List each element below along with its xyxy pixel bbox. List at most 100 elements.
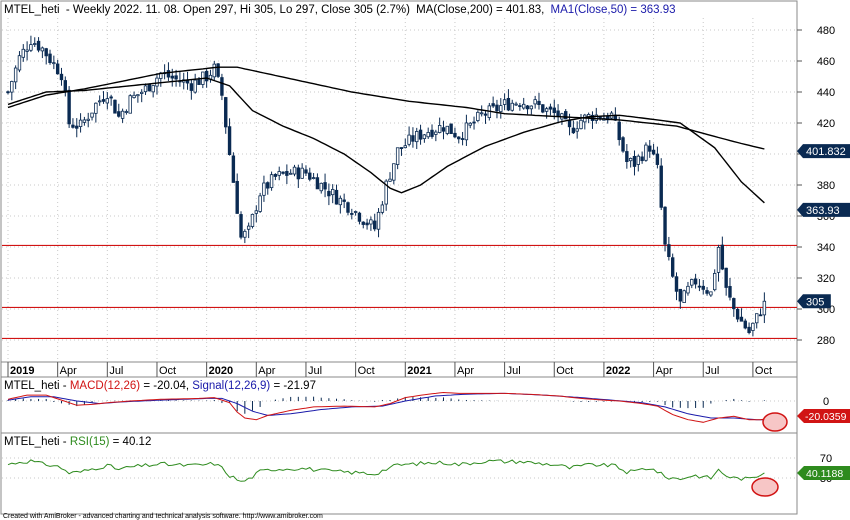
candle-body [373,220,377,230]
rsi-title: MTEL_heti - RSI(15) = 40.12 [4,436,151,448]
candle-body [567,119,572,128]
candle-body [430,129,434,137]
candle-body [434,131,438,135]
candle-body [644,144,648,161]
candle-body [246,225,251,230]
candle-body [514,103,518,106]
candle-body [266,182,270,189]
candle-body [86,118,90,121]
date-tick-label: Apr [60,365,77,377]
candle-body [697,285,702,288]
candle-body [388,178,392,182]
date-tick-label: Jul [507,365,521,377]
date-tick-label: Jul [109,365,123,377]
candle-body [751,322,755,331]
price-candles [6,35,767,337]
candle-body [735,308,740,320]
candle-body [52,62,56,65]
candle-body [90,112,94,118]
candle-body [170,75,174,79]
candle-body [117,111,121,117]
candle-body [506,97,511,111]
candle-body [292,166,297,175]
candle-body [720,244,725,270]
price-badge-label: 305 [806,296,824,308]
candle-body [411,135,415,142]
candle-body [235,180,239,214]
candle-body [346,202,350,213]
candle-body [220,77,224,96]
date-tick-label: 2021 [407,365,431,377]
candle-body [380,204,385,213]
candle-body [755,313,759,324]
quote-label: - Weekly 2022. 11. 08. Open 297, Hi 305,… [66,4,410,16]
candle-body [304,169,308,174]
candle-body [82,119,87,123]
candle-body [552,107,556,114]
candle-body [75,125,79,129]
candle-body [365,222,369,226]
candle-body [693,278,698,285]
candle-body [17,55,22,71]
rsi-grid [2,457,797,479]
candle-body [101,99,106,102]
candle-body [224,97,228,128]
candle-body [227,126,232,156]
candle-body [594,114,598,121]
candle-body [525,105,530,110]
candle-body [300,167,304,179]
candle-body [713,273,717,291]
price-tick-label: 380 [817,180,835,192]
price-title: MTEL_heti - Weekly 2022. 11. 08. Open 29… [4,4,676,16]
ma50-legend: MA1(Close,50) = 363.93 [551,4,676,16]
candle-body [113,99,117,114]
price-tick-label: 340 [817,242,835,254]
date-tick-label: Oct [556,365,573,377]
candle-body [338,197,343,206]
candle-body [166,70,171,78]
price-tick-label: 460 [817,56,835,68]
candle-body [632,155,637,167]
candle-body [457,136,461,140]
candle-body [315,177,320,190]
date-tick-label: Jul [308,365,322,377]
candle-body [556,110,560,118]
candle-body [71,124,75,128]
ma50-line [7,77,765,204]
candle-body [330,189,335,196]
candle-body [728,286,732,298]
candle-body [55,63,60,75]
candle-body [48,53,52,63]
candle-body [575,128,579,132]
date-tick-label: Apr [457,365,474,377]
candle-body [342,199,346,202]
candle-body [418,129,423,140]
date-tick-label: Oct [159,365,176,377]
date-tick-label: 2022 [606,365,630,377]
candle-body [468,122,472,126]
candle-body [361,221,365,225]
date-tick-label: 2020 [209,365,233,377]
candle-body [59,73,64,81]
candle-body [541,104,545,113]
candle-body [579,119,583,130]
candle-body [686,285,690,294]
candle-body [495,104,499,112]
candle-body [323,182,327,190]
candle-body [21,48,25,58]
candle-body [522,103,526,109]
candle-body [628,157,633,162]
candle-body [204,70,209,82]
date-tick-label: 2019 [10,365,34,377]
candle-body [747,326,751,333]
candle-body [151,85,155,93]
macd-histogram [7,396,765,414]
candle-body [44,48,48,57]
candle-body [105,98,110,104]
candle-body [376,211,381,230]
price-badge [797,294,831,309]
candle-body [353,211,358,213]
date-tick-label: Jul [705,365,719,377]
candle-body [651,149,656,155]
candle-body [529,105,534,110]
